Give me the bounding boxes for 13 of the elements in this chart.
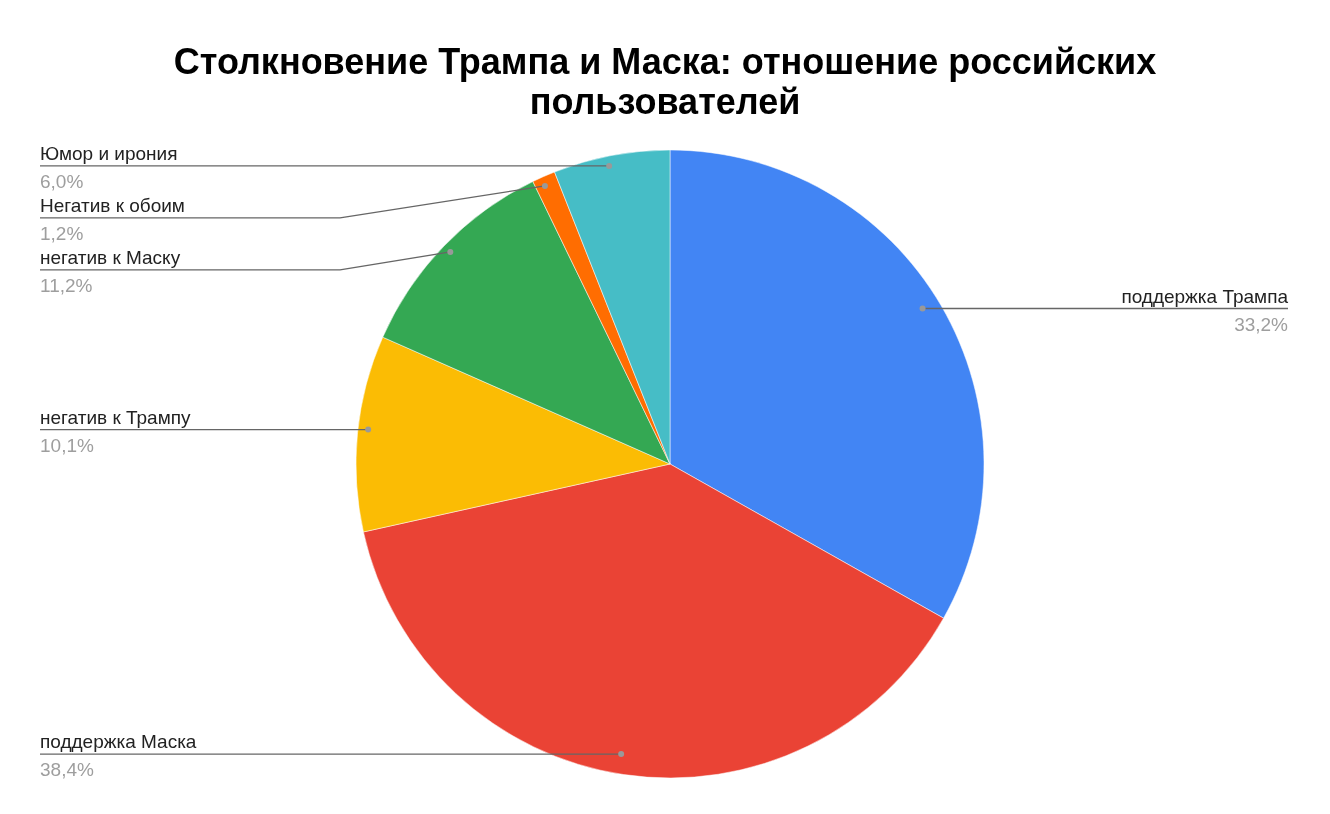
- slice-label: поддержка Маска: [40, 731, 197, 753]
- slice-label: негатив к Трампу: [40, 406, 192, 428]
- data-label: 11,2%: [40, 274, 93, 296]
- data-label: 1,2%: [40, 222, 84, 244]
- data-label: 6,0%: [40, 170, 84, 192]
- slice-label: негатив к Маску: [40, 246, 181, 268]
- data-label: 33,2%: [1234, 313, 1289, 335]
- chart-title: Столкновение Трампа и Маска: отношение российских пользователей: [172, 41, 1158, 122]
- slice-label: Негатив к обоим: [40, 194, 185, 216]
- slice-label: поддержка Трампа: [1121, 285, 1289, 307]
- slice-label: Юмор и ирония: [40, 142, 178, 164]
- data-label: 38,4%: [40, 759, 94, 781]
- data-label: 10,1%: [40, 434, 94, 456]
